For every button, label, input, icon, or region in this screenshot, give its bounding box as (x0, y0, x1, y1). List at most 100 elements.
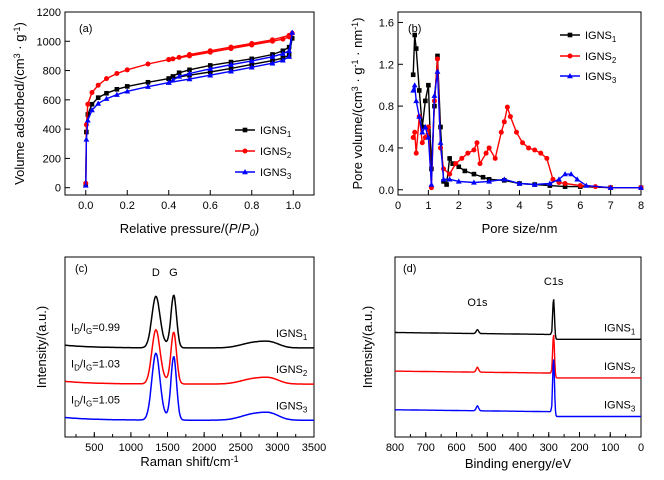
isotherm-point-IGNS3 (186, 76, 193, 82)
psd-point-IGNS1 (450, 161, 455, 166)
legend-label-IGNS3: IGNS3 (260, 167, 292, 181)
panel-a: (a) 0.0 0.2 0.4 0.6 0.8 1.0 0 200 400 600 800 1000 12… (12, 7, 315, 238)
panel-c-label: (c) (75, 263, 88, 275)
xps-sample-IGNS1: IGNS1 (604, 322, 636, 336)
panel-b-xtick-label: 0 (395, 200, 401, 212)
psd-point-IGNS1 (435, 53, 440, 59)
xps-line-IGNS1 (395, 299, 641, 340)
isotherm-point-IGNS3 (228, 61, 234, 67)
isotherm-point-IGNS1 (187, 67, 192, 73)
legend-label-IGNS3: IGNS3 (585, 71, 617, 85)
isotherm-point-IGNS3 (248, 64, 255, 70)
panel-a-xtick-label: 0.8 (244, 200, 259, 212)
psd-point-IGNS2 (501, 119, 507, 125)
panel-d-xlabel: Binding energy/eV (465, 456, 572, 471)
isotherm-point-IGNS3 (279, 57, 286, 63)
panel-d-xtick-label: 600 (447, 442, 465, 454)
panel-c-xtick-label: 1500 (155, 442, 179, 454)
psd-point-IGNS1 (456, 164, 462, 170)
psd-point-IGNS2 (526, 145, 532, 151)
panel-c-xtick-label: 500 (85, 442, 103, 454)
panel-b-label: (b) (408, 23, 421, 35)
isotherm-point-IGNS1 (124, 84, 130, 89)
panel-c-xlabel: Raman shift/cm-1 (140, 454, 238, 469)
psd-point-IGNS2 (513, 129, 519, 135)
isotherm-point-IGNS3 (279, 50, 286, 56)
panel-b-xtick-label: 5 (547, 200, 553, 212)
panel-a-xtick-label: 0.4 (161, 200, 176, 212)
isotherm-line-IGNS1 (85, 38, 293, 185)
panel-d-xtick-label: 800 (386, 442, 404, 454)
psd-point-IGNS3 (425, 134, 432, 140)
isotherm-point-IGNS1 (170, 74, 176, 79)
psd-point-IGNS2 (562, 180, 568, 186)
panel-a-ytick-label: 1200 (37, 7, 61, 19)
legend-marker-IGNS3 (567, 73, 573, 79)
psd-point-IGNS3 (607, 184, 614, 190)
panel-a-xtick-label: 0.2 (120, 200, 135, 212)
isotherm-point-IGNS2 (124, 67, 130, 73)
isotherm-point-IGNS1 (85, 112, 91, 117)
psd-point-IGNS3 (471, 179, 477, 185)
legend-marker-IGNS2 (567, 53, 573, 59)
panel-b-xtick-label: 3 (486, 200, 492, 212)
psd-point-IGNS2 (538, 150, 544, 156)
isotherm-point-IGNS1 (176, 70, 182, 76)
raman-sample-IGNS3: IGNS3 (276, 400, 308, 414)
psd-point-IGNS3 (531, 181, 538, 187)
psd-point-IGNS2 (507, 114, 513, 120)
isotherm-point-IGNS3 (228, 68, 234, 74)
raman-ratio-IGNS1: ID/IG=0.99 (71, 322, 120, 336)
panel-a-ytick-label: 0 (55, 183, 61, 195)
raman-ratio-IGNS2: ID/IG=1.03 (71, 358, 120, 372)
panel-a-ytick-label: 600 (43, 95, 61, 107)
panel-b-ylabel: Pore volume/(cm3 · g-1 · nm-1) (350, 17, 365, 189)
raman-sample-IGNS1: IGNS1 (276, 328, 308, 342)
panel-d: 800 700 600 500 400 300 200 100 0 (d) O1s C1s IGNS1 I… (360, 256, 644, 471)
isotherm-point-IGNS3 (207, 72, 214, 78)
panel-b-xtick-label: 4 (516, 200, 522, 212)
xps-line-IGNS3 (395, 359, 641, 418)
xps-line-IGNS2 (395, 334, 641, 379)
psd-point-IGNS2 (486, 145, 492, 151)
isotherm-point-IGNS3 (84, 117, 91, 123)
psd-point-IGNS1 (423, 98, 428, 104)
panel-b-ytick-label: 0.8 (379, 101, 394, 113)
legend-marker-IGNS2 (242, 148, 248, 154)
panel-b-ytick-label: 1.6 (379, 17, 394, 29)
panel-a-xtick-label: 0.0 (78, 200, 93, 212)
panel-a-ytick-label: 800 (43, 66, 61, 78)
isotherm-point-IGNS1 (104, 90, 109, 96)
psd-point-IGNS1 (562, 184, 568, 189)
legend-label-IGNS2: IGNS2 (260, 146, 292, 160)
psd-point-IGNS3 (455, 178, 462, 184)
panel-c-xtick-label: 3000 (265, 442, 289, 454)
panel-d-xtick-label: 700 (417, 442, 435, 454)
psd-point-IGNS3 (516, 180, 523, 186)
psd-point-IGNS3 (562, 171, 568, 177)
panel-c: 500 1000 1500 2000 2500 3000 3500 (c) D G ID/IG=0.… (34, 256, 326, 469)
isotherm-point-IGNS3 (248, 58, 255, 64)
psd-point-IGNS3 (434, 68, 441, 74)
psd-point-IGNS2 (520, 140, 526, 146)
psd-point-IGNS1 (420, 124, 425, 130)
panel-b-xtick-label: 2 (456, 200, 462, 212)
psd-point-IGNS3 (583, 182, 590, 188)
isotherm-point-IGNS1 (166, 76, 172, 81)
isotherm-point-IGNS3 (289, 29, 296, 35)
psd-point-IGNS3 (486, 178, 493, 184)
psd-point-IGNS1 (413, 46, 419, 51)
isotherm-point-IGNS3 (207, 65, 214, 72)
legend-marker-IGNS1 (567, 32, 573, 38)
psd-point-IGNS2 (419, 140, 425, 146)
panel-c-frame (64, 256, 315, 438)
panel-c-xtick-label: 2000 (192, 442, 216, 454)
panel-c-xtick-label: 3500 (302, 442, 326, 454)
psd-point-IGNS2 (412, 129, 418, 135)
isotherm-point-IGNS2 (104, 76, 109, 82)
isotherm-point-IGNS3 (113, 91, 120, 97)
panel-a-ylabel: Volume adsorbed/(cm3 · g-1) (12, 22, 27, 185)
raman-line-IGNS1 (64, 294, 314, 349)
raman-peak-D: D (152, 267, 160, 279)
psd-point-IGNS3 (411, 82, 418, 88)
